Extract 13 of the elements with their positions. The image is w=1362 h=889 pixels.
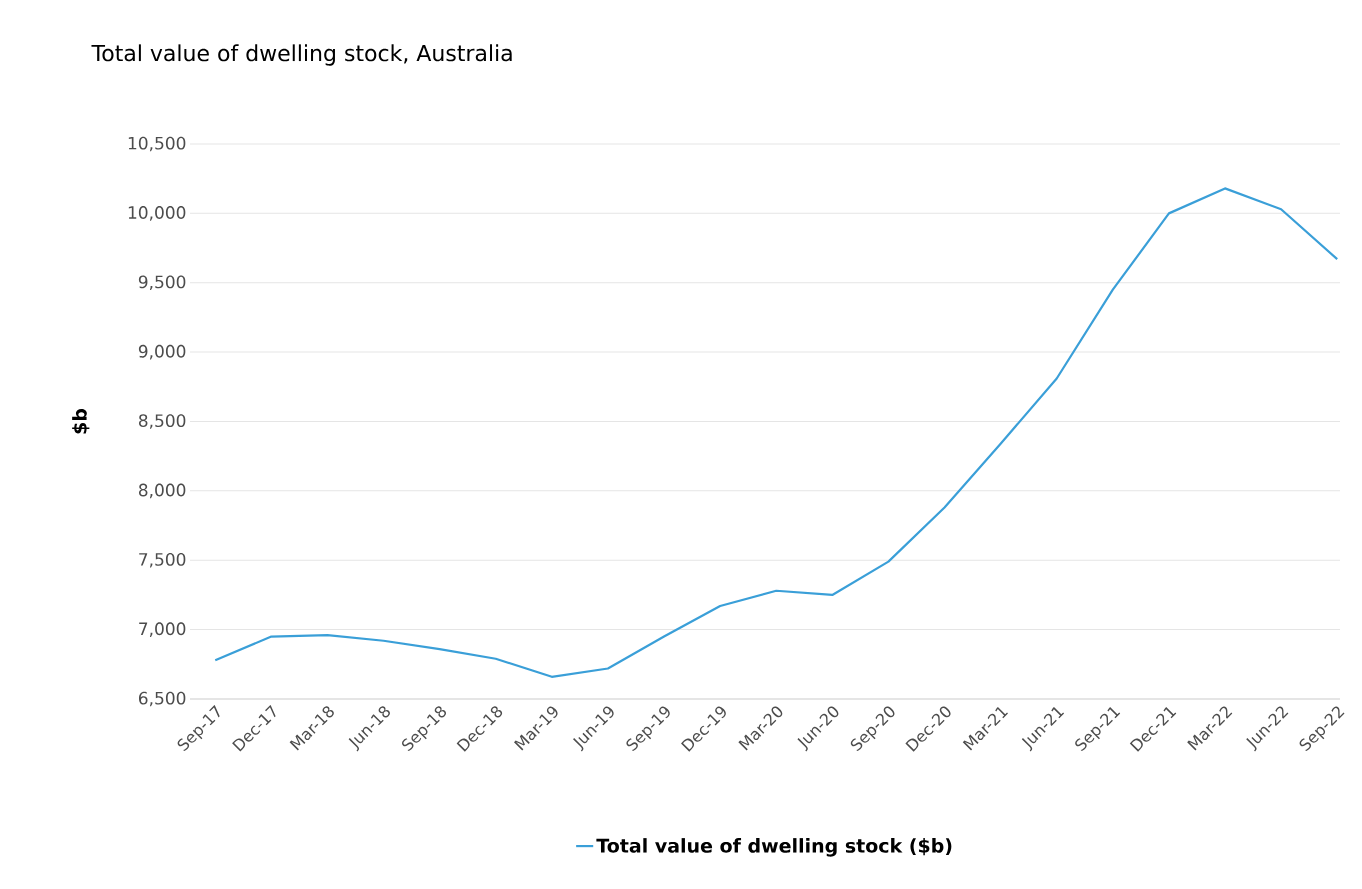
line-series: [214, 187, 1339, 678]
y-tick-label: 10,000: [128, 206, 186, 221]
y-tick-label: 7,500: [139, 552, 186, 568]
y-axis-title: $b: [72, 408, 90, 434]
legend-label: Total value of dwelling stock ($b): [596, 838, 952, 857]
y-tick-label: 8,000: [138, 483, 186, 499]
y-tick-label: 8,500: [138, 414, 186, 429]
chart-title: Total value of dwelling stock, Australia: [91, 44, 512, 66]
y-tick-label: 9,000: [138, 344, 186, 360]
y-tick-label: 7,000: [139, 622, 186, 637]
y-tick-label: 10,500: [128, 136, 186, 152]
y-tick-label: 9,500: [138, 275, 186, 291]
y-tick-label: 6,500: [138, 691, 186, 707]
